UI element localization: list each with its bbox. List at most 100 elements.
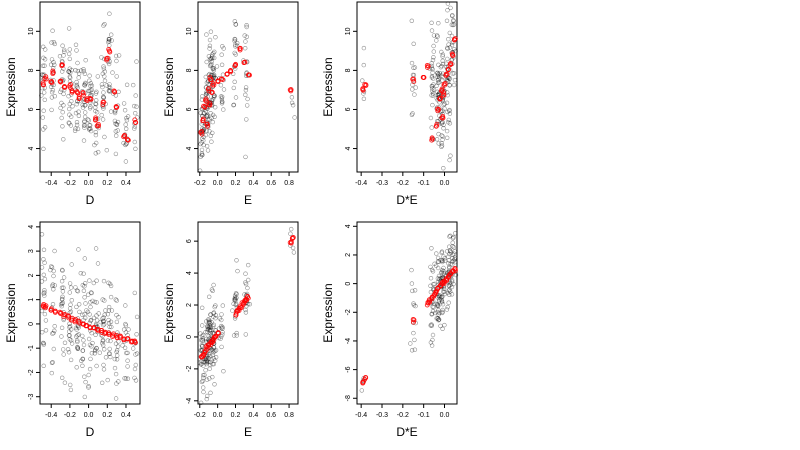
observed-point [51, 268, 56, 274]
observed-point [234, 295, 239, 300]
x-tick-label: 0.6 [266, 412, 276, 419]
observed-point [221, 46, 226, 51]
observed-point [435, 265, 441, 271]
fitted-point [205, 86, 211, 92]
observed-point [435, 70, 440, 76]
observed-point [87, 328, 93, 333]
observed-point [430, 102, 435, 108]
observed-point [67, 333, 72, 338]
observed-point [123, 323, 129, 328]
fitted-point [247, 72, 252, 78]
observed-point [113, 341, 119, 346]
observed-point [208, 321, 213, 326]
observed-point [42, 293, 47, 298]
observed-point [74, 119, 80, 125]
observed-point [82, 281, 88, 286]
fitted-point [69, 88, 75, 94]
observed-point [60, 289, 66, 294]
observed-point [115, 344, 121, 349]
observed-point [447, 251, 452, 257]
y-tick-label: 10 [345, 27, 352, 35]
observed-point [59, 87, 64, 92]
observed-point [409, 18, 414, 23]
observed-point [439, 258, 445, 263]
observed-point [93, 91, 99, 96]
observed-point [429, 311, 435, 316]
observed-point [445, 1, 451, 6]
observed-point [442, 289, 447, 295]
x-tick-label: -0.2 [397, 412, 409, 419]
fitted-point [363, 83, 369, 88]
fitted-point [362, 376, 368, 382]
fitted-point [207, 100, 213, 106]
y-tick-label: 10 [28, 27, 35, 35]
observed-point [51, 287, 56, 292]
observed-point [82, 97, 87, 102]
observed-point [243, 154, 248, 160]
observed-point [92, 142, 97, 148]
fitted-point [118, 333, 123, 339]
observed-point [429, 267, 435, 272]
observed-point [112, 118, 118, 124]
observed-point [445, 290, 451, 296]
observed-point [121, 101, 127, 106]
observed-point [199, 333, 205, 339]
observed-point [450, 236, 456, 241]
observed-point [221, 107, 226, 112]
observed-point [58, 105, 63, 111]
observed-point [233, 302, 238, 307]
fitted-point [200, 118, 206, 124]
observed-point [211, 350, 216, 355]
observed-point [219, 344, 224, 350]
observed-point [245, 285, 250, 291]
fitted-point [59, 63, 65, 69]
observed-point [431, 43, 436, 49]
fitted-point [104, 56, 110, 62]
observed-point [429, 73, 435, 79]
observed-point [67, 121, 72, 126]
observed-point [430, 304, 435, 309]
observed-point [434, 38, 439, 43]
observed-point [94, 300, 99, 305]
observed-point [49, 265, 55, 270]
observed-point [439, 73, 444, 78]
observed-point [437, 294, 442, 300]
observed-point [81, 342, 87, 348]
plot-frame [39, 221, 141, 405]
observed-point [207, 319, 212, 324]
observed-point [84, 308, 89, 313]
x-axis-label: D [86, 193, 95, 207]
observed-point [41, 146, 46, 152]
observed-point [101, 318, 106, 324]
y-tick-label: 4 [345, 224, 352, 228]
observed-point [85, 292, 91, 297]
observed-point [66, 26, 72, 31]
observed-point [99, 55, 104, 60]
observed-point [436, 141, 441, 146]
observed-point [132, 375, 137, 381]
observed-point [219, 101, 225, 106]
observed-point [219, 334, 224, 339]
observed-point [436, 293, 442, 298]
observed-point [69, 98, 74, 104]
observed-point [205, 148, 211, 153]
observed-point [42, 311, 48, 317]
observed-point [452, 46, 457, 52]
observed-point [86, 384, 91, 389]
observed-point [204, 319, 209, 324]
observed-point [209, 347, 215, 352]
observed-point [198, 362, 204, 367]
fitted-point [132, 119, 138, 125]
observed-point [411, 303, 417, 308]
observed-point [288, 231, 293, 236]
observed-point [114, 348, 120, 353]
observed-point [438, 64, 443, 70]
observed-point [429, 93, 434, 98]
observed-point [106, 321, 112, 326]
observed-point [441, 102, 446, 108]
observed-point [233, 22, 238, 27]
observed-point [435, 78, 441, 83]
observed-point [114, 121, 119, 127]
observed-point [207, 71, 212, 77]
observed-point [207, 294, 212, 299]
